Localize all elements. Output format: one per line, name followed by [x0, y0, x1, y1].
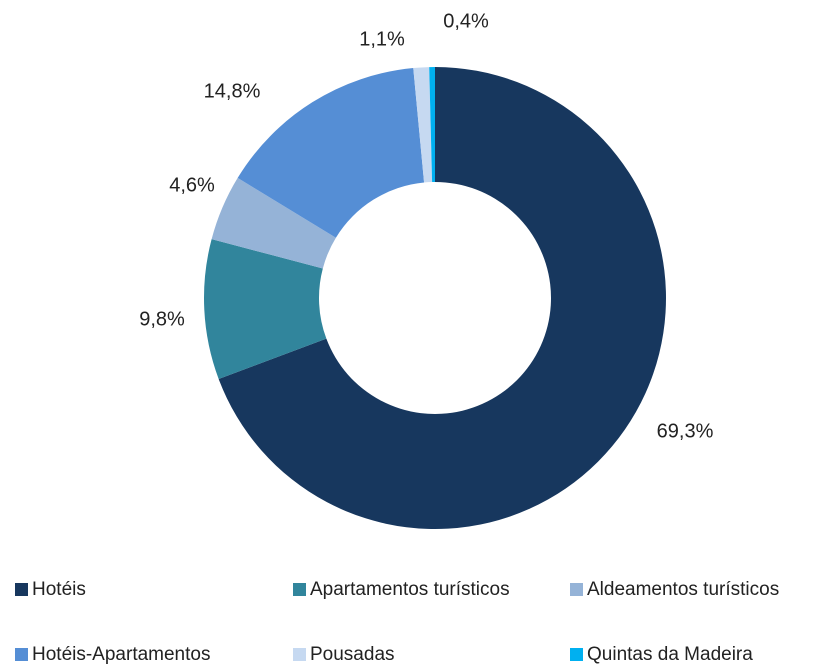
- legend-swatch: [293, 583, 306, 596]
- legend-swatch: [15, 583, 28, 596]
- data-label: 4,6%: [169, 174, 215, 196]
- legend-swatch: [570, 583, 583, 596]
- data-label: 1,1%: [359, 28, 405, 50]
- donut-segment: [237, 68, 425, 238]
- legend-label: Quintas da Madeira: [587, 644, 753, 665]
- donut-segment: [218, 67, 667, 530]
- donut-segment: [429, 67, 435, 183]
- donut-segment: [204, 239, 327, 379]
- legend-swatch: [293, 648, 306, 661]
- data-label: 14,8%: [204, 80, 261, 102]
- data-label: 9,8%: [139, 308, 185, 330]
- donut-segment: [211, 177, 336, 269]
- legend-swatch: [570, 648, 583, 661]
- data-label: 0,4%: [443, 10, 489, 32]
- legend-swatch: [15, 648, 28, 661]
- data-label: 69,3%: [657, 420, 714, 442]
- legend-label: Apartamentos turísticos: [310, 579, 510, 600]
- donut-segment: [413, 67, 433, 183]
- legend-label: Aldeamentos turísticos: [587, 579, 779, 600]
- legend-label: Pousadas: [310, 644, 395, 665]
- legend-label: Hotéis-Apartamentos: [32, 644, 210, 665]
- legend-label: Hotéis: [32, 579, 86, 600]
